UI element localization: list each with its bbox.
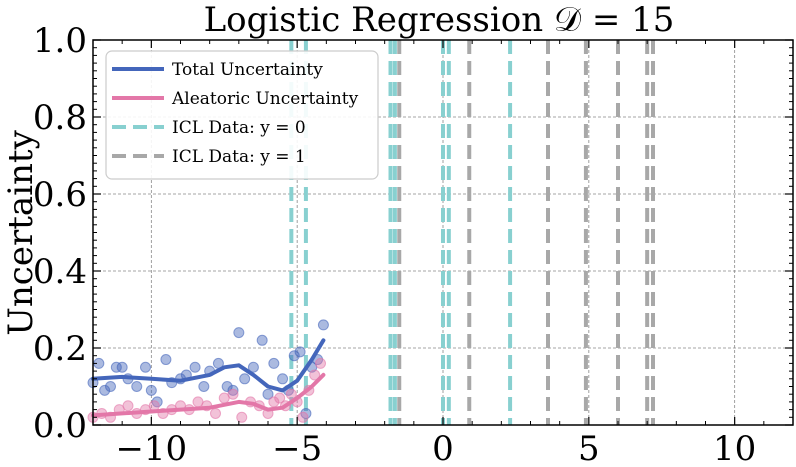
uncertainty-lines — [91, 338, 326, 418]
data-point-total — [221, 381, 233, 392]
y-tick-label: 0.0 — [33, 406, 87, 446]
y-tick-label: 0.2 — [33, 329, 87, 369]
data-point-total — [277, 373, 289, 385]
x-tick-label: −10 — [115, 429, 187, 467]
data-point-total — [239, 373, 251, 385]
data-point-total — [131, 381, 143, 392]
data-point-total — [294, 346, 306, 358]
series-line-aleatoric — [91, 372, 326, 418]
data-point-total — [145, 384, 157, 396]
y-tick-label: 0.6 — [33, 175, 87, 215]
x-tick-label: −5 — [272, 429, 322, 467]
legend-label-total: Total Uncertainty — [172, 60, 323, 80]
data-point-aleatoric — [297, 411, 309, 423]
y-tick-label: 0.8 — [33, 98, 87, 138]
data-point-aleatoric — [315, 357, 326, 369]
data-point-aleatoric — [309, 369, 321, 381]
data-point-aleatoric — [227, 388, 239, 400]
tick-labels: −10 −5 0 5 10 0.0 0.2 0.4 0.6 0.8 1.0 — [33, 21, 756, 467]
data-point-total — [233, 327, 245, 339]
legend: Total Uncertainty Aleatoric Uncertainty IC… — [105, 50, 379, 180]
data-point-aleatoric — [274, 392, 286, 404]
data-point-total — [116, 361, 128, 373]
data-point-total — [110, 361, 122, 373]
data-point-total — [105, 381, 116, 392]
icl-data-lines — [289, 40, 655, 425]
x-tick-label: 5 — [578, 429, 600, 467]
data-point-total — [160, 354, 172, 366]
data-point-aleatoric — [210, 407, 221, 419]
data-point-total — [317, 319, 329, 331]
data-point-total — [288, 350, 300, 362]
data-point-total — [268, 357, 280, 369]
data-point-total — [227, 384, 239, 396]
data-point-total — [189, 361, 201, 373]
legend-label-icl_y0: ICL Data: y = 0 — [172, 118, 306, 138]
axes — [92, 39, 794, 426]
y-tick-label: 0.4 — [33, 252, 87, 292]
y-axis-label: Uncertainty — [1, 129, 41, 335]
data-point-total — [256, 334, 268, 346]
data-point-total — [262, 388, 274, 400]
legend-label-icl_y1: ICL Data: y = 1 — [172, 147, 306, 167]
data-point-total — [198, 381, 210, 392]
data-point-aleatoric — [236, 411, 248, 423]
legend-box — [105, 50, 379, 180]
data-point-total — [99, 384, 111, 396]
chart-title: Logistic Regression 𝒟 = 15 — [204, 0, 675, 40]
x-tick-label: 0 — [432, 429, 454, 467]
series-line-total — [91, 338, 326, 393]
data-point-total — [140, 361, 151, 373]
x-tick-label: 10 — [713, 429, 756, 467]
data-point-aleatoric — [122, 400, 134, 412]
y-tick-label: 1.0 — [33, 21, 87, 61]
data-point-aleatoric — [285, 388, 297, 400]
data-point-total — [247, 361, 259, 373]
legend-label-aleatoric: Aleatoric Uncertainty — [171, 89, 359, 109]
